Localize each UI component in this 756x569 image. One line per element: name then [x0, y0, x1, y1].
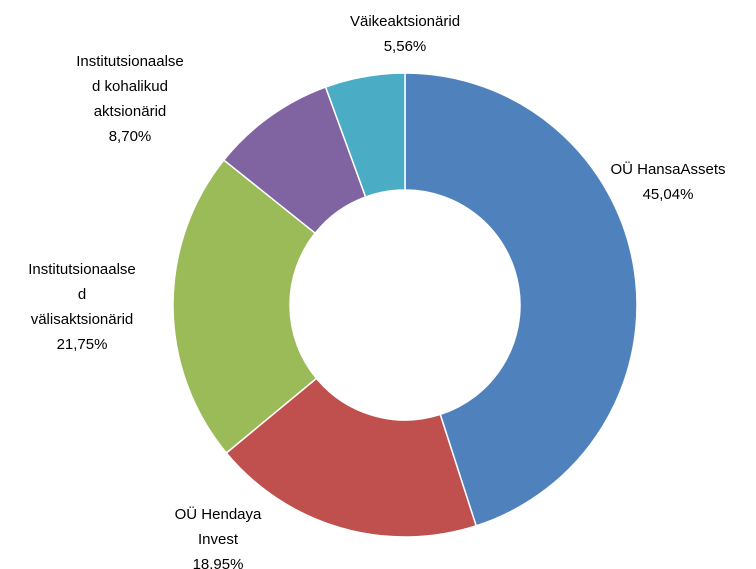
value-label: 18,95% — [193, 556, 244, 569]
value-label: 21,75% — [57, 336, 108, 353]
data-label: Institutsionaalse d välisaktsionärid 21,75% — [28, 261, 136, 353]
category-label: Institutsionaalse d kohalikud aktsionärid — [76, 53, 184, 120]
category-label: OÜ HansaAssets — [610, 160, 725, 178]
category-label: Väikeaktsionärid — [350, 13, 460, 30]
donut-slice — [172, 159, 318, 455]
category-label: OÜ Hendaya Invest — [175, 505, 262, 548]
data-label: Institutsionaalse d kohalikud aktsionärid 8… — [76, 53, 184, 145]
data-label: OÜ HansaAssets 45,04% — [610, 160, 725, 203]
value-label: 5,56% — [384, 38, 427, 55]
value-label: 8,70% — [109, 128, 152, 145]
donut-slice — [404, 72, 638, 527]
data-label: Väikeaktsionärid 5,56% — [350, 13, 460, 55]
donut-slice — [225, 377, 478, 538]
data-label: OÜ Hendaya Invest 18,95% — [175, 505, 262, 569]
value-label: 45,04% — [643, 186, 694, 203]
donut-slice — [324, 72, 406, 198]
category-label: Institutsionaalse d välisaktsionärid — [28, 261, 136, 328]
